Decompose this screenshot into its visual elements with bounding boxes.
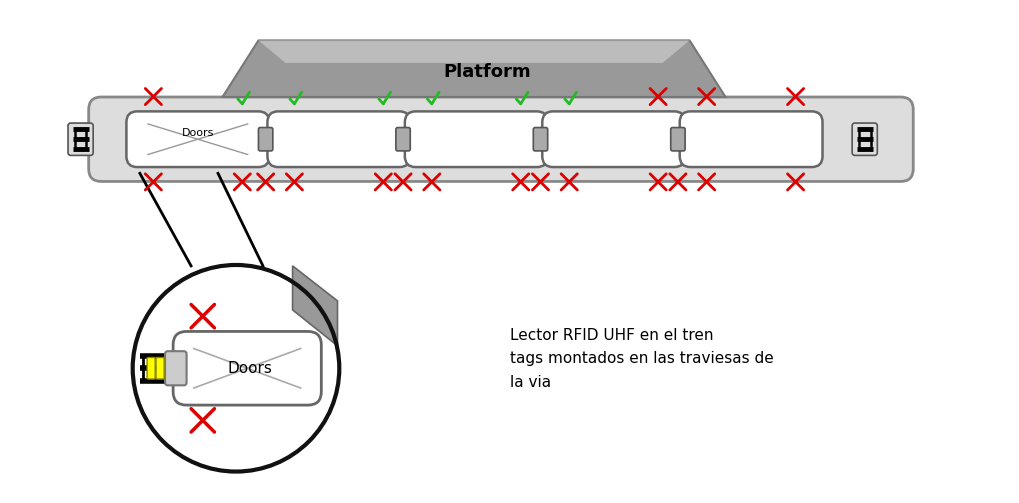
FancyBboxPatch shape	[165, 351, 186, 385]
FancyBboxPatch shape	[156, 358, 164, 379]
Text: Platform: Platform	[443, 63, 531, 81]
FancyBboxPatch shape	[852, 123, 877, 155]
FancyBboxPatch shape	[542, 111, 685, 167]
Circle shape	[132, 265, 339, 472]
FancyBboxPatch shape	[68, 123, 93, 155]
FancyBboxPatch shape	[126, 111, 269, 167]
FancyBboxPatch shape	[395, 128, 411, 151]
Polygon shape	[292, 266, 337, 346]
FancyBboxPatch shape	[671, 128, 685, 151]
Text: Doors: Doors	[227, 361, 272, 376]
FancyBboxPatch shape	[173, 331, 321, 405]
FancyBboxPatch shape	[89, 97, 913, 182]
FancyBboxPatch shape	[405, 111, 547, 167]
Polygon shape	[259, 40, 690, 63]
Text: Doors: Doors	[181, 128, 214, 138]
FancyBboxPatch shape	[267, 111, 411, 167]
FancyBboxPatch shape	[259, 128, 273, 151]
Polygon shape	[222, 40, 726, 97]
FancyBboxPatch shape	[147, 358, 155, 379]
Text: Lector RFID UHF en el tren
tags montados en las traviesas de
la via: Lector RFID UHF en el tren tags montados…	[510, 328, 773, 390]
FancyBboxPatch shape	[533, 128, 547, 151]
FancyBboxPatch shape	[680, 111, 822, 167]
